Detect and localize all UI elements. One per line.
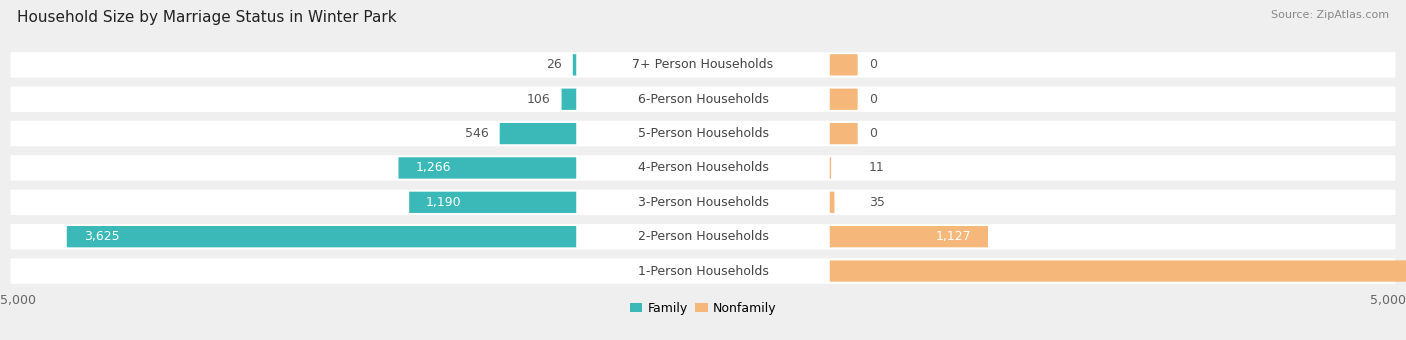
FancyBboxPatch shape [10,155,1395,181]
Text: 1,190: 1,190 [426,196,461,209]
Text: 6-Person Households: 6-Person Households [637,93,769,106]
Text: 0: 0 [869,93,877,106]
FancyBboxPatch shape [830,157,831,178]
Text: 5,000: 5,000 [0,294,37,307]
Text: Source: ZipAtlas.com: Source: ZipAtlas.com [1271,10,1389,20]
Text: Household Size by Marriage Status in Winter Park: Household Size by Marriage Status in Win… [17,10,396,25]
Legend: Family, Nonfamily: Family, Nonfamily [624,297,782,320]
FancyBboxPatch shape [576,88,830,110]
FancyBboxPatch shape [10,86,1395,112]
FancyBboxPatch shape [576,260,830,282]
Text: 5,000: 5,000 [1369,294,1406,307]
FancyBboxPatch shape [576,192,830,213]
Text: 3-Person Households: 3-Person Households [637,196,769,209]
FancyBboxPatch shape [409,192,576,213]
Text: 2-Person Households: 2-Person Households [637,230,769,243]
FancyBboxPatch shape [10,190,1395,215]
Text: 1-Person Households: 1-Person Households [637,265,769,277]
FancyBboxPatch shape [572,54,576,75]
Text: 0: 0 [869,127,877,140]
FancyBboxPatch shape [830,123,858,144]
Text: 1,127: 1,127 [935,230,972,243]
FancyBboxPatch shape [576,123,830,144]
Text: 546: 546 [465,127,488,140]
Text: 4-Person Households: 4-Person Households [637,162,769,174]
Text: 3,625: 3,625 [84,230,120,243]
FancyBboxPatch shape [830,88,858,110]
FancyBboxPatch shape [10,224,1395,250]
Text: 1,266: 1,266 [415,162,451,174]
FancyBboxPatch shape [499,123,576,144]
Text: 26: 26 [546,58,561,71]
FancyBboxPatch shape [10,121,1395,146]
FancyBboxPatch shape [830,226,988,247]
Text: 35: 35 [869,196,884,209]
FancyBboxPatch shape [576,157,830,178]
FancyBboxPatch shape [576,226,830,247]
Text: 0: 0 [869,58,877,71]
FancyBboxPatch shape [10,52,1395,78]
Text: 11: 11 [869,162,884,174]
FancyBboxPatch shape [561,88,576,110]
FancyBboxPatch shape [830,260,1406,282]
FancyBboxPatch shape [66,226,576,247]
FancyBboxPatch shape [10,258,1395,284]
FancyBboxPatch shape [830,192,835,213]
Text: 7+ Person Households: 7+ Person Households [633,58,773,71]
FancyBboxPatch shape [398,157,576,178]
Text: 5-Person Households: 5-Person Households [637,127,769,140]
FancyBboxPatch shape [576,54,830,75]
FancyBboxPatch shape [830,54,858,75]
Text: 106: 106 [527,93,550,106]
